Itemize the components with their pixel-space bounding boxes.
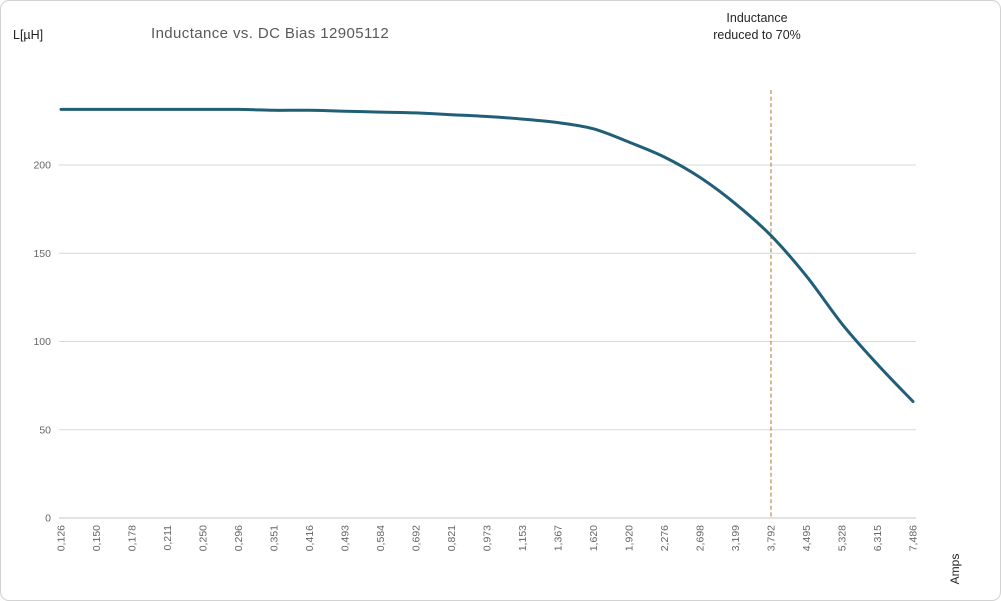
inductance-curve	[59, 107, 915, 403]
threshold-annotation-line1: Inductance	[726, 11, 788, 25]
x-tick-label: 1,367	[553, 525, 565, 551]
x-tick-label: 0,150	[91, 525, 103, 551]
x-tick-label: 6,315	[872, 525, 884, 551]
x-axis-unit-label: Amps	[948, 553, 962, 585]
x-tick-label: 0,973	[482, 525, 494, 551]
threshold-annotation-line2: reduced to 70%	[713, 28, 801, 42]
x-tick-label: 0,692	[411, 525, 423, 551]
y-tick-label: 0	[45, 513, 51, 525]
x-tick-label: 7,486	[908, 525, 920, 551]
x-tick-label: 3,199	[730, 525, 742, 551]
x-tick-label: 4,495	[801, 525, 813, 551]
x-tick-label: 5,328	[837, 525, 849, 551]
x-tick-label: 0,296	[233, 525, 245, 551]
y-tick-label: 50	[39, 424, 51, 436]
x-tick-label: 2,276	[659, 525, 671, 551]
y-axis-unit-label: L[µH]	[13, 28, 44, 42]
x-tick-label: 3,792	[766, 525, 778, 551]
y-tick-label: 150	[33, 248, 51, 260]
x-tick-label: 2,698	[695, 525, 707, 551]
x-tick-label: 1,620	[588, 525, 600, 551]
chart-title: Inductance vs. DC Bias 12905112	[151, 25, 390, 42]
x-tick-label: 0,250	[198, 525, 210, 551]
x-tick-label: 0,821	[446, 525, 458, 551]
x-tick-label: 0,416	[304, 525, 316, 551]
x-tick-label: 0,584	[375, 525, 387, 551]
x-tick-label: 0,351	[269, 525, 281, 551]
x-tick-label: 0,493	[340, 525, 352, 551]
x-tick-label: 0,126	[56, 525, 68, 551]
y-tick-label: 100	[33, 336, 51, 348]
threshold-annotation: Inductance reduced to 70%	[657, 10, 857, 44]
x-tick-label: 0,178	[127, 525, 139, 551]
x-tick-label: 0,211	[162, 525, 174, 551]
x-tick-label: 1,920	[624, 525, 636, 551]
y-tick-label: 200	[33, 160, 51, 172]
x-tick-label: 1,153	[517, 525, 529, 551]
